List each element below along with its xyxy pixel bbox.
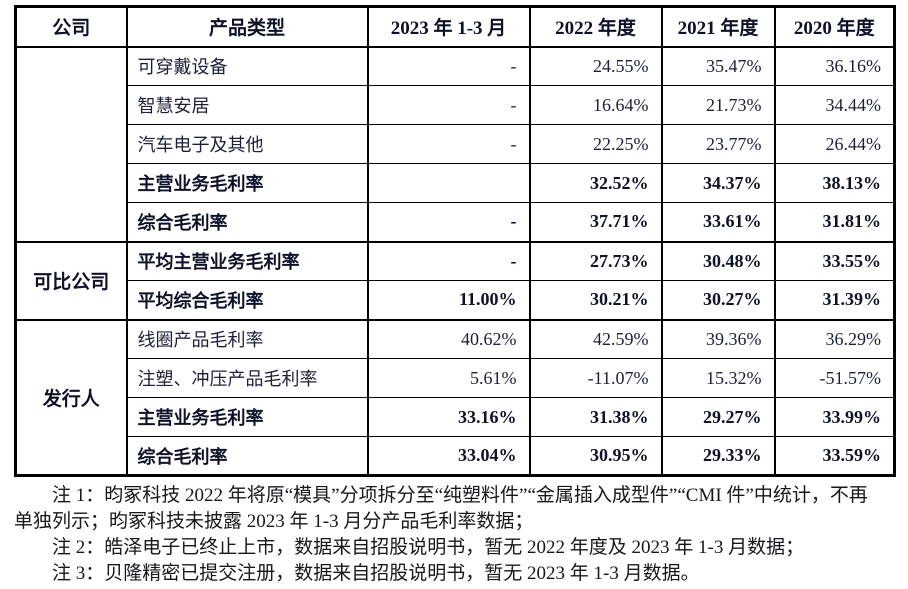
product-type-cell: 注塑、冲压产品毛利率 xyxy=(125,358,369,398)
product-type-cell: 主营业务毛利率 xyxy=(125,397,369,437)
value-cell: -11.07% xyxy=(528,358,663,398)
product-type-cell: 综合毛利率 xyxy=(125,202,369,242)
value-cell: 42.59% xyxy=(528,318,663,359)
value-cell: 31.38% xyxy=(528,397,663,437)
value-cell: 30.21% xyxy=(528,280,663,320)
footnote-2: 注 2：皓泽电子已终止上市，数据来自招股说明书，暂无 2022 年度及 2023… xyxy=(52,537,805,558)
table-row: 主营业务毛利率 32.52% 34.37% 38.13% xyxy=(16,163,896,203)
value-cell: 32.52% xyxy=(528,163,663,203)
value-cell: 33.99% xyxy=(773,397,896,437)
table-row: 可穿戴设备 - 24.55% 35.47% 36.16% xyxy=(14,45,896,243)
table-row: 综合毛利率 33.04% 30.95% 29.33% 33.59% xyxy=(16,436,896,476)
product-type-cell: 可穿戴设备 xyxy=(125,46,369,86)
value-cell: 29.27% xyxy=(660,397,776,437)
company-cell-comparable: 可比公司 xyxy=(14,240,128,321)
value-cell: 21.73% xyxy=(660,85,776,125)
value-cell: 33.55% xyxy=(773,240,896,281)
table-row: 综合毛利率 - 37.71% 33.61% 31.81% xyxy=(16,202,896,242)
header-product-type: 产品类型 xyxy=(125,6,369,48)
value-cell: 38.13% xyxy=(773,163,896,203)
value-cell: - xyxy=(366,124,531,164)
company-cell-issuer: 发行人 xyxy=(14,318,128,477)
footnote-1: 注 1：昀冢科技 2022 年将原“模具”分项拆分至“纯塑料件”“金属插入成型件… xyxy=(14,485,868,532)
footnotes: 注 1：昀冢科技 2022 年将原“模具”分项拆分至“纯塑料件”“金属插入成型件… xyxy=(14,483,894,587)
table-row: 可比公司 平均主营业务毛利率 - 27.73% 30.48% 33.55% xyxy=(14,240,896,321)
value-cell: 29.33% xyxy=(660,436,776,476)
value-cell: 30.48% xyxy=(660,240,776,281)
value-cell: 33.16% xyxy=(366,397,531,437)
value-cell: 36.16% xyxy=(773,46,896,86)
value-cell: 11.00% xyxy=(366,280,531,320)
value-cell: 34.37% xyxy=(660,163,776,203)
company-cell xyxy=(14,45,128,243)
value-cell: 23.77% xyxy=(660,124,776,164)
value-cell: 34.44% xyxy=(773,85,896,125)
table-row: 发行人 线圈产品毛利率 40.62% 42.59% 39.36% 36.29% xyxy=(14,318,896,477)
value-cell: 37.71% xyxy=(528,202,663,242)
value-cell: 39.36% xyxy=(660,318,776,359)
value-cell: 16.64% xyxy=(528,85,663,125)
value-cell: 36.29% xyxy=(773,318,896,359)
product-type-cell: 线圈产品毛利率 xyxy=(125,318,369,359)
header-2021: 2021 年度 xyxy=(660,6,776,48)
table-row: 平均综合毛利率 11.00% 30.21% 30.27% 31.39% xyxy=(16,280,896,320)
value-cell: - xyxy=(366,202,531,242)
table-row: 注塑、冲压产品毛利率 5.61% -11.07% 15.32% -51.57% xyxy=(16,358,896,398)
table-row: 智慧安居 - 16.64% 21.73% 34.44% xyxy=(16,85,896,125)
gross-margin-comparison-table: 公司 产品类型 2023 年 1-3 月 2022 年度 2021 年度 202… xyxy=(14,5,896,477)
value-cell: 30.27% xyxy=(660,280,776,320)
header-row: 公司 产品类型 2023 年 1-3 月 2022 年度 2021 年度 202… xyxy=(14,6,896,48)
value-cell: - xyxy=(366,85,531,125)
table-row: 汽车电子及其他 - 22.25% 23.77% 26.44% xyxy=(16,124,896,164)
value-cell: 24.55% xyxy=(528,46,663,86)
footnote-3: 注 3：贝隆精密已提交注册，数据来自招股说明书，暂无 2023 年 1-3 月数… xyxy=(52,563,700,584)
value-cell: 33.04% xyxy=(366,436,531,476)
value-cell xyxy=(366,163,531,203)
product-type-cell: 智慧安居 xyxy=(125,85,369,125)
product-type-cell: 平均主营业务毛利率 xyxy=(125,240,369,281)
value-cell: 35.47% xyxy=(660,46,776,86)
product-type-cell: 平均综合毛利率 xyxy=(125,280,369,320)
value-cell: - xyxy=(366,46,531,86)
value-cell: 40.62% xyxy=(366,318,531,359)
header-2023q1: 2023 年 1-3 月 xyxy=(366,6,531,48)
value-cell: 5.61% xyxy=(366,358,531,398)
value-cell: - xyxy=(366,240,531,281)
value-cell: 31.81% xyxy=(773,202,896,242)
value-cell: 15.32% xyxy=(660,358,776,398)
product-type-cell: 综合毛利率 xyxy=(125,436,369,476)
header-2022: 2022 年度 xyxy=(528,6,663,48)
header-company: 公司 xyxy=(14,6,128,48)
product-type-cell: 主营业务毛利率 xyxy=(125,163,369,203)
value-cell: 30.95% xyxy=(528,436,663,476)
product-type-cell: 汽车电子及其他 xyxy=(125,124,369,164)
value-cell: -51.57% xyxy=(773,358,896,398)
value-cell: 26.44% xyxy=(773,124,896,164)
value-cell: 31.39% xyxy=(773,280,896,320)
header-2020: 2020 年度 xyxy=(773,6,896,48)
value-cell: 27.73% xyxy=(528,240,663,281)
value-cell: 22.25% xyxy=(528,124,663,164)
value-cell: 33.61% xyxy=(660,202,776,242)
table-row: 主营业务毛利率 33.16% 31.38% 29.27% 33.99% xyxy=(16,397,896,437)
value-cell: 33.59% xyxy=(773,436,896,476)
